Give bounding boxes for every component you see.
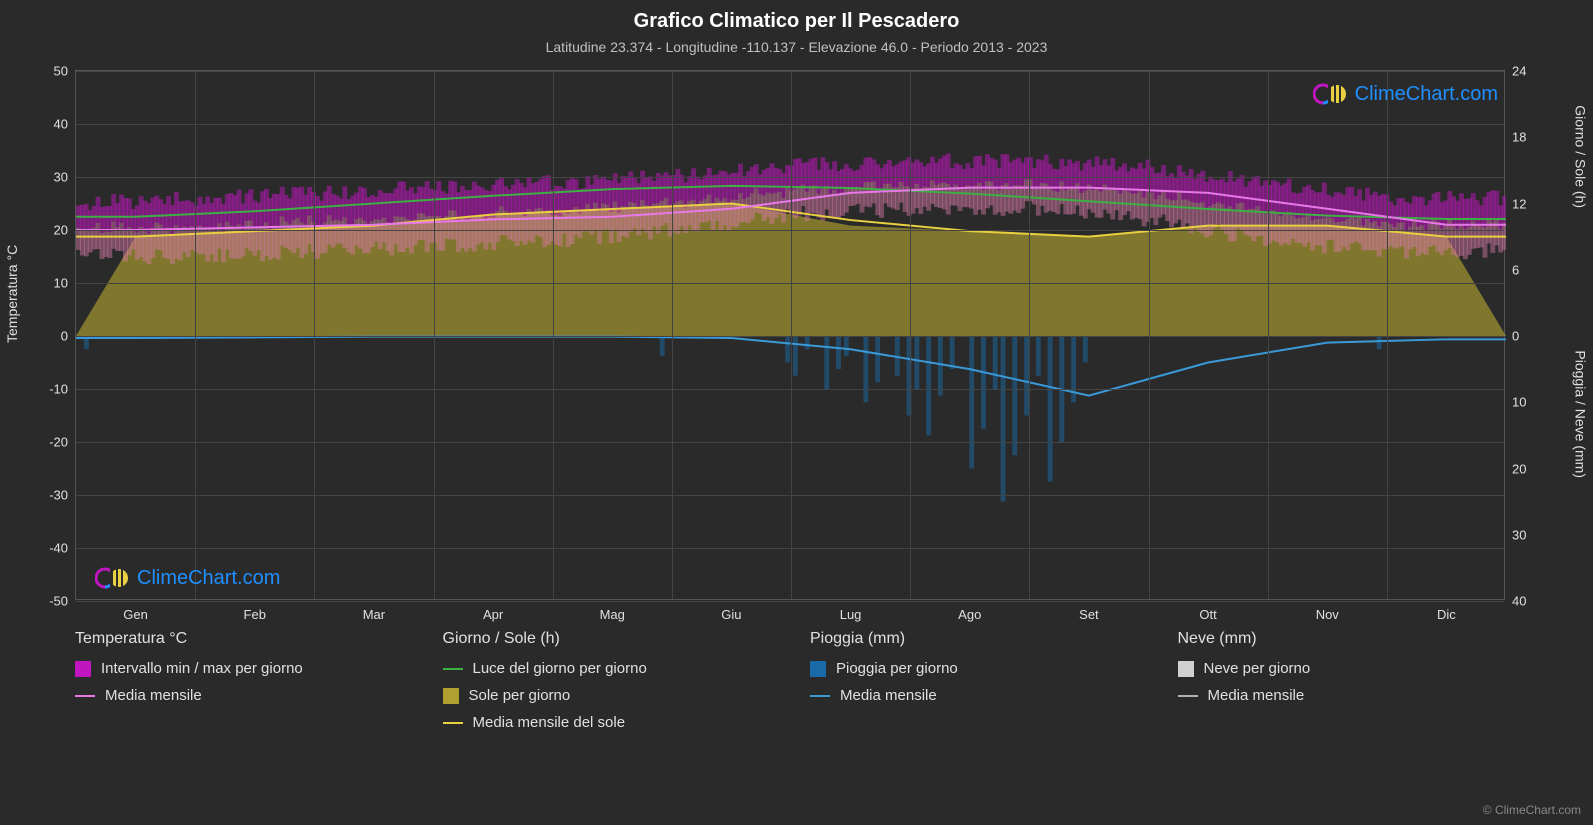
logo-icon (95, 566, 131, 590)
xtick-month: Giu (721, 607, 741, 622)
legend-label: Media mensile (840, 687, 937, 704)
ytick-left: -40 (49, 541, 68, 556)
watermark-text: ClimeChart.com (137, 567, 280, 590)
watermark-top: ClimeChart.com (1313, 82, 1498, 106)
ytick-left: 40 (54, 117, 68, 132)
legend-item: Media mensile (810, 687, 1138, 704)
legend-header: Temperatura °C (75, 630, 403, 648)
ytick-right-bottom: 10 (1512, 395, 1526, 410)
xtick-month: Ott (1199, 607, 1216, 622)
logo-icon (1313, 82, 1349, 106)
legend-item: Neve per giorno (1178, 660, 1506, 677)
ytick-right-top: 6 (1512, 262, 1519, 277)
legend-label: Luce del giorno per giorno (473, 660, 647, 677)
legend-swatch (1178, 661, 1194, 677)
legend-item: Pioggia per giorno (810, 660, 1138, 677)
ytick-right-bottom: 40 (1512, 594, 1526, 609)
legend-header: Neve (mm) (1178, 630, 1506, 648)
watermark-text: ClimeChart.com (1355, 83, 1498, 106)
ytick-right-bottom: 30 (1512, 527, 1526, 542)
legend: Temperatura °C Intervallo min / max per g… (75, 630, 1505, 741)
ytick-right-top: 12 (1512, 196, 1526, 211)
legend-swatch (443, 722, 463, 724)
legend-swatch (1178, 695, 1198, 697)
legend-swatch (75, 661, 91, 677)
chart-subtitle: Latitudine 23.374 - Longitudine -110.137… (0, 33, 1593, 55)
legend-item: Media mensile del sole (443, 714, 771, 731)
legend-column: Giorno / Sole (h) Luce del giorno per gio… (443, 630, 771, 741)
ytick-left: -20 (49, 435, 68, 450)
legend-item: Media mensile (75, 687, 403, 704)
legend-label: Media mensile (1208, 687, 1305, 704)
xtick-month: Set (1079, 607, 1099, 622)
ytick-left: 20 (54, 223, 68, 238)
legend-header: Pioggia (mm) (810, 630, 1138, 648)
ytick-left: -30 (49, 488, 68, 503)
ytick-left: 10 (54, 276, 68, 291)
ytick-left: -10 (49, 382, 68, 397)
legend-item: Sole per giorno (443, 687, 771, 704)
y-axis-right-bottom-label: Pioggia / Neve (mm) (1573, 350, 1589, 478)
ytick-left: 0 (61, 329, 68, 344)
ytick-right-top: 18 (1512, 130, 1526, 145)
legend-label: Pioggia per giorno (836, 660, 958, 677)
xtick-month: Mar (363, 607, 385, 622)
xtick-month: Feb (244, 607, 266, 622)
chart-title: Grafico Climatico per Il Pescadero (0, 0, 1593, 33)
ytick-left: -50 (49, 594, 68, 609)
legend-header: Giorno / Sole (h) (443, 630, 771, 648)
legend-item: Intervallo min / max per giorno (75, 660, 403, 677)
legend-column: Pioggia (mm) Pioggia per giorno Media mens… (810, 630, 1138, 741)
xtick-month: Nov (1316, 607, 1339, 622)
xtick-month: Ago (958, 607, 981, 622)
xtick-month: Gen (123, 607, 148, 622)
climate-chart: Grafico Climatico per Il Pescadero Latit… (0, 0, 1593, 825)
ytick-left: 50 (54, 64, 68, 79)
ytick-left: 30 (54, 170, 68, 185)
legend-column: Temperatura °C Intervallo min / max per g… (75, 630, 403, 741)
plot-area: -50-40-30-20-100102030405006121824102030… (75, 70, 1505, 600)
legend-label: Media mensile (105, 687, 202, 704)
legend-item: Luce del giorno per giorno (443, 660, 771, 677)
xtick-month: Mag (600, 607, 625, 622)
xtick-month: Lug (840, 607, 862, 622)
copyright: © ClimeChart.com (1483, 803, 1581, 817)
legend-swatch (810, 661, 826, 677)
ytick-right-bottom: 20 (1512, 461, 1526, 476)
xtick-month: Apr (483, 607, 503, 622)
legend-label: Sole per giorno (469, 687, 571, 704)
legend-item: Media mensile (1178, 687, 1506, 704)
watermark-bottom: ClimeChart.com (95, 566, 280, 590)
ytick-right-top: 0 (1512, 329, 1519, 344)
legend-swatch (443, 668, 463, 670)
legend-swatch (810, 695, 830, 697)
legend-column: Neve (mm) Neve per giorno Media mensile (1178, 630, 1506, 741)
xtick-month: Dic (1437, 607, 1456, 622)
y-axis-left-label: Temperatura °C (4, 245, 20, 343)
ytick-right-top: 24 (1512, 64, 1526, 79)
legend-label: Intervallo min / max per giorno (101, 660, 303, 677)
legend-label: Media mensile del sole (473, 714, 626, 731)
y-axis-right-top-label: Giorno / Sole (h) (1573, 105, 1589, 208)
legend-swatch (75, 695, 95, 697)
legend-swatch (443, 688, 459, 704)
legend-label: Neve per giorno (1204, 660, 1311, 677)
